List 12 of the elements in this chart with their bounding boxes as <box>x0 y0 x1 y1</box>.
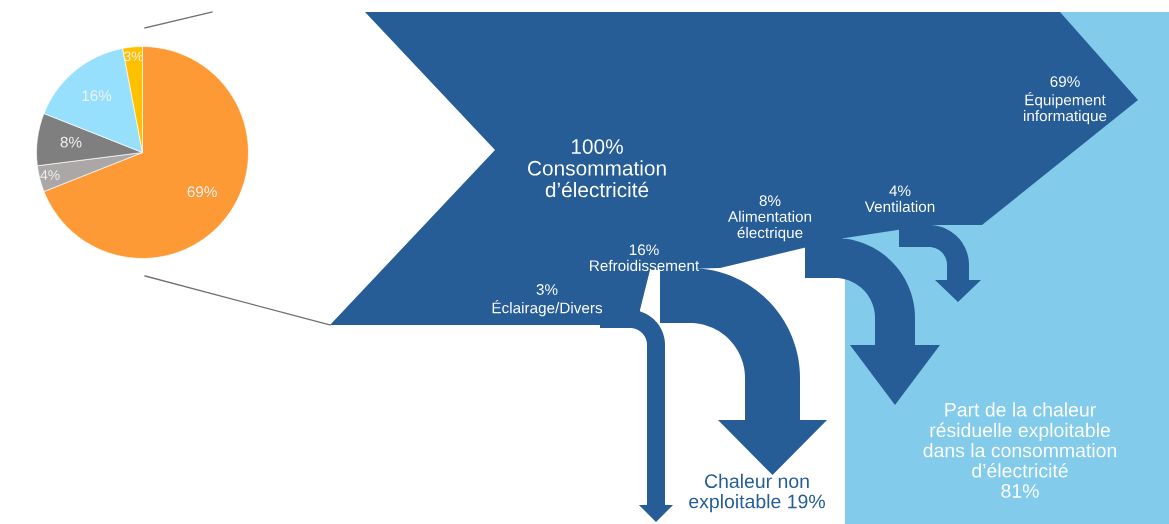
text: Chaleur non exploitable 19% <box>689 473 825 513</box>
text: 100% Consommation d’électricité <box>528 139 666 198</box>
data-label: 69% <box>187 186 217 198</box>
text: 69% Équipement informatique <box>1023 76 1107 125</box>
text: 4% Ventilation <box>864 185 935 213</box>
data-label: 4% <box>40 170 60 180</box>
text: 16% Refroidissement <box>590 244 700 272</box>
text: 8% Alimentation électrique <box>728 195 812 242</box>
text: 3% Éclairage/Divers <box>492 284 603 317</box>
data-label: 16% <box>82 90 112 102</box>
data-label: 8% <box>60 136 82 148</box>
text: Part de la chaleur résiduelle exploitable dans la consommation d’électricité 81% <box>923 402 1117 498</box>
